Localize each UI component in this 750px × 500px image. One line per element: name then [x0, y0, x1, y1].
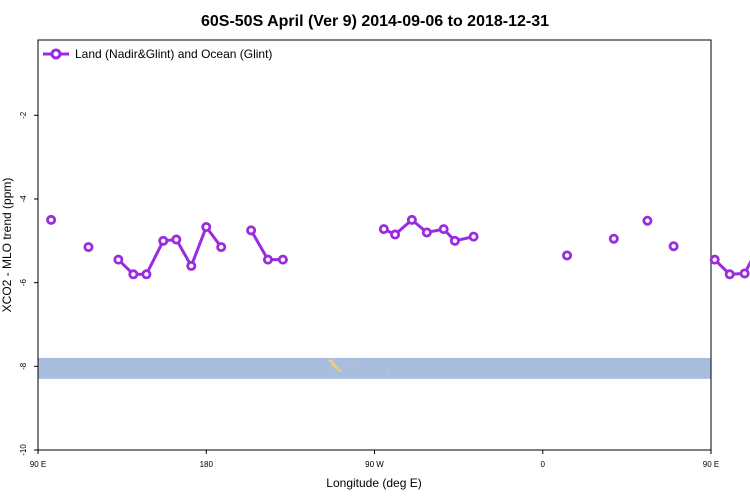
y-axis-label: XCO2 - MLO trend (ppm) [0, 178, 14, 313]
legend-label: Land (Nadir&Glint) and Ocean (Glint) [75, 47, 272, 61]
data-point [438, 224, 449, 235]
land-patch [335, 366, 339, 370]
data-point [277, 254, 288, 265]
data-point [739, 268, 750, 279]
x-axis-label: Longitude (deg E) [326, 476, 421, 490]
data-point [390, 229, 401, 240]
data-point [216, 242, 227, 253]
legend-marker [50, 48, 62, 60]
data-point [171, 234, 182, 245]
land-patch [331, 362, 335, 366]
data-point [642, 215, 653, 226]
ocean-band [38, 357, 711, 379]
data-point [724, 269, 735, 280]
data-point [201, 222, 212, 233]
data-point [608, 233, 619, 244]
x-tick-label: 90 W [365, 460, 384, 469]
data-point [141, 269, 152, 280]
data-point [468, 231, 479, 242]
data-point [449, 235, 460, 246]
data-point [83, 242, 94, 253]
x-tick-label: 90 E [703, 460, 719, 469]
y-tick-label: -10 [19, 444, 28, 456]
data-point [406, 214, 417, 225]
data-point [421, 227, 432, 238]
chart-title: 60S-50S April (Ver 9) 2014-09-06 to 2018… [201, 13, 549, 30]
y-tick-label: -6 [19, 279, 28, 287]
land-patch [340, 370, 342, 372]
x-tick-label: 180 [200, 460, 214, 469]
land-patch [333, 364, 337, 368]
data-point [246, 225, 257, 236]
x-axis: 90 E 180 90 W 0 90 E [30, 450, 719, 469]
legend: Land (Nadir&Glint) and Ocean (Glint) [43, 47, 272, 61]
data-point [709, 254, 720, 265]
land-patch [337, 368, 341, 372]
land-patch [386, 370, 388, 372]
data-point [378, 224, 389, 235]
x-tick-label: 0 [541, 460, 546, 469]
y-tick-label: -2 [19, 111, 28, 119]
data-point [186, 260, 197, 271]
data-point [46, 214, 57, 225]
data-point [668, 241, 679, 252]
x-tick-label: 90 E [30, 460, 46, 469]
data-point [262, 254, 273, 265]
data-point [562, 250, 573, 261]
y-axis: -2 -4 -6 -8 -10 [19, 111, 38, 456]
land-patch [350, 361, 354, 363]
y-tick-label: -4 [19, 195, 28, 203]
data-point [128, 269, 139, 280]
data-point [113, 254, 124, 265]
land-patch [328, 359, 334, 363]
y-tick-label: -8 [19, 362, 28, 370]
data-point [158, 235, 169, 246]
series-layer [46, 214, 750, 280]
map-strip [38, 357, 711, 379]
